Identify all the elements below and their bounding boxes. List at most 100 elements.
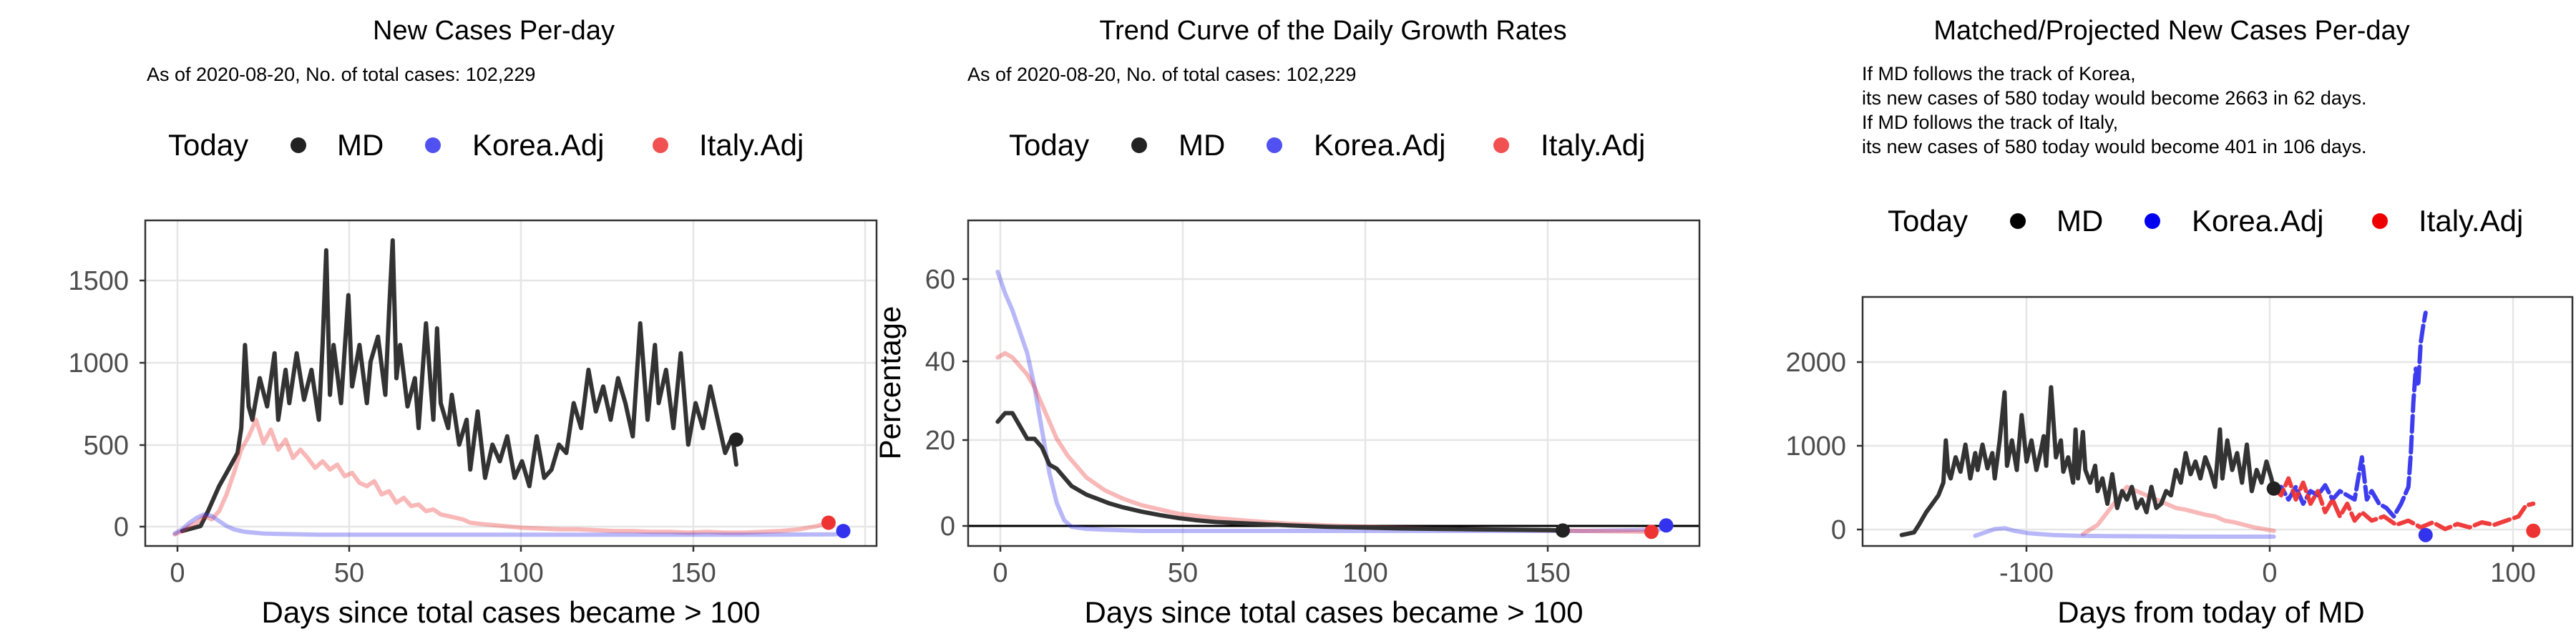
legend-key-korea (1267, 137, 1282, 153)
legend-key-korea (2145, 213, 2160, 229)
projection-note-line: its new cases of 580 today would become … (1862, 87, 2366, 109)
today-points (728, 432, 851, 539)
y-axis: 0 1000 2000 (1785, 348, 1863, 545)
legend-title: Today (168, 128, 248, 162)
y-tick-label: 2000 (1785, 348, 1846, 378)
x-tick-label: 100 (1342, 558, 1387, 588)
legend-title: Today (1888, 204, 1968, 238)
today-point-md (2266, 481, 2281, 496)
today-point-italy-adj (821, 515, 836, 530)
panel-border (1861, 296, 2574, 547)
plot-area (967, 219, 1701, 547)
y-tick-label: 500 (84, 431, 129, 461)
series-line-korea-adj (172, 512, 846, 537)
x-axis-label: Days since total cases became > 100 (1085, 595, 1584, 629)
today-points (2266, 481, 2541, 542)
y-tick-label: 1000 (68, 348, 129, 379)
projection-notes: If MD follows the track of Korea, its ne… (1862, 63, 2366, 157)
y-tick-label: 60 (925, 265, 955, 295)
x-tick-label: 0 (2262, 558, 2277, 588)
today-point-korea-adj (2418, 527, 2433, 542)
y-tick-label: 0 (940, 512, 955, 542)
legend-key-italy (1493, 137, 1509, 153)
today-point-korea-adj (836, 524, 851, 539)
y-axis-label: Percentage (873, 306, 907, 460)
chart-panel-new-cases: New Cases Per-day As of 2020-08-20, No. … (68, 16, 878, 629)
chart-title: Trend Curve of the Daily Growth Rates (1099, 16, 1566, 46)
plot-area (144, 219, 878, 547)
panel-border (144, 219, 878, 547)
today-point-italy-adj (2526, 523, 2541, 538)
legend-label-korea: Korea.Adj (2192, 204, 2323, 238)
legend-title: Today (1009, 128, 1089, 162)
series-line-md (995, 411, 1565, 533)
y-tick-label: 1000 (1785, 431, 1846, 462)
legend-label-md: MD (2057, 204, 2103, 238)
legend: Today MD Korea.Adj Italy.Adj (168, 128, 804, 162)
x-tick-label: 0 (992, 558, 1008, 588)
legend-key-md (291, 137, 306, 153)
plot-area (1861, 296, 2574, 547)
legend-label-md: MD (337, 128, 384, 162)
series-line-md (180, 238, 738, 534)
today-point-md (1556, 523, 1570, 538)
legend-label-korea: Korea.Adj (472, 128, 604, 162)
y-axis: 0 500 1000 1500 (68, 266, 145, 542)
y-tick-label: 20 (925, 426, 955, 456)
grid-lines (145, 220, 877, 546)
today-point-md (728, 432, 743, 447)
legend-label-korea: Korea.Adj (1314, 128, 1445, 162)
series-line-italy-adj-projection (2271, 476, 2536, 532)
x-tick-label: -100 (1999, 558, 2054, 588)
x-axis-label: Days from today of MD (2057, 595, 2364, 629)
chart-panel-growth-rates: Trend Curve of the Daily Growth Rates As… (873, 16, 1701, 629)
data-lines (995, 269, 1669, 535)
legend: Today MD Korea.Adj Italy.Adj (1009, 128, 1645, 162)
x-tick-label: 100 (498, 558, 543, 588)
x-tick-label: 150 (670, 558, 716, 588)
chart-subtitle: As of 2020-08-20, No. of total cases: 10… (147, 64, 535, 85)
chart-subtitle: As of 2020-08-20, No. of total cases: 10… (967, 64, 1356, 85)
legend-label-italy: Italy.Adj (1541, 128, 1645, 162)
series-line-md (1899, 385, 2276, 537)
legend-label-italy: Italy.Adj (2419, 204, 2523, 238)
projection-note-line: If MD follows the track of Italy, (1862, 112, 2118, 133)
y-tick-label: 0 (114, 512, 129, 542)
series-line-italy-adj (172, 417, 831, 537)
y-tick-label: 0 (1831, 515, 1846, 545)
data-lines (172, 238, 846, 537)
legend-key-md (2010, 213, 2026, 229)
panel-border (967, 219, 1701, 547)
y-tick-label: 1500 (68, 266, 129, 296)
x-tick-label: 50 (1168, 558, 1198, 588)
today-points (1556, 518, 1674, 540)
legend-key-italy (2372, 213, 2388, 229)
chart-title: Matched/Projected New Cases Per-day (1933, 16, 2409, 46)
x-axis: -100 0 100 Days from today of MD (1999, 546, 2536, 629)
y-axis: 0 20 40 60 (925, 265, 968, 542)
chart-title: New Cases Per-day (373, 16, 615, 46)
legend-key-italy (653, 137, 668, 153)
x-tick-label: 50 (334, 558, 364, 588)
x-tick-label: 150 (1525, 558, 1570, 588)
chart-panel-projected: Matched/Projected New Cases Per-day If M… (1785, 16, 2574, 629)
legend: Today MD Korea.Adj Italy.Adj (1888, 204, 2523, 238)
x-tick-label: 0 (170, 558, 185, 588)
series-line-korea-adj-projection (2271, 311, 2428, 519)
legend-label-italy: Italy.Adj (699, 128, 804, 162)
x-tick-label: 100 (2490, 558, 2535, 588)
series-line-korea-adj (1973, 526, 2276, 539)
today-point-korea-adj (1659, 518, 1674, 533)
legend-key-md (1131, 137, 1147, 153)
today-point-italy-adj (1644, 525, 1659, 540)
legend-label-md: MD (1179, 128, 1225, 162)
x-axis-label: Days since total cases became > 100 (262, 595, 761, 629)
legend-key-korea (425, 137, 441, 153)
y-tick-label: 40 (925, 347, 955, 377)
projection-note-line: If MD follows the track of Korea, (1862, 63, 2136, 84)
data-lines (1899, 311, 2536, 539)
x-axis: 0 50 100 150 Days since total cases beca… (992, 546, 1583, 629)
x-axis: 0 50 100 150 Days since total cases beca… (170, 546, 760, 629)
projection-note-line: its new cases of 580 today would become … (1862, 136, 2366, 157)
